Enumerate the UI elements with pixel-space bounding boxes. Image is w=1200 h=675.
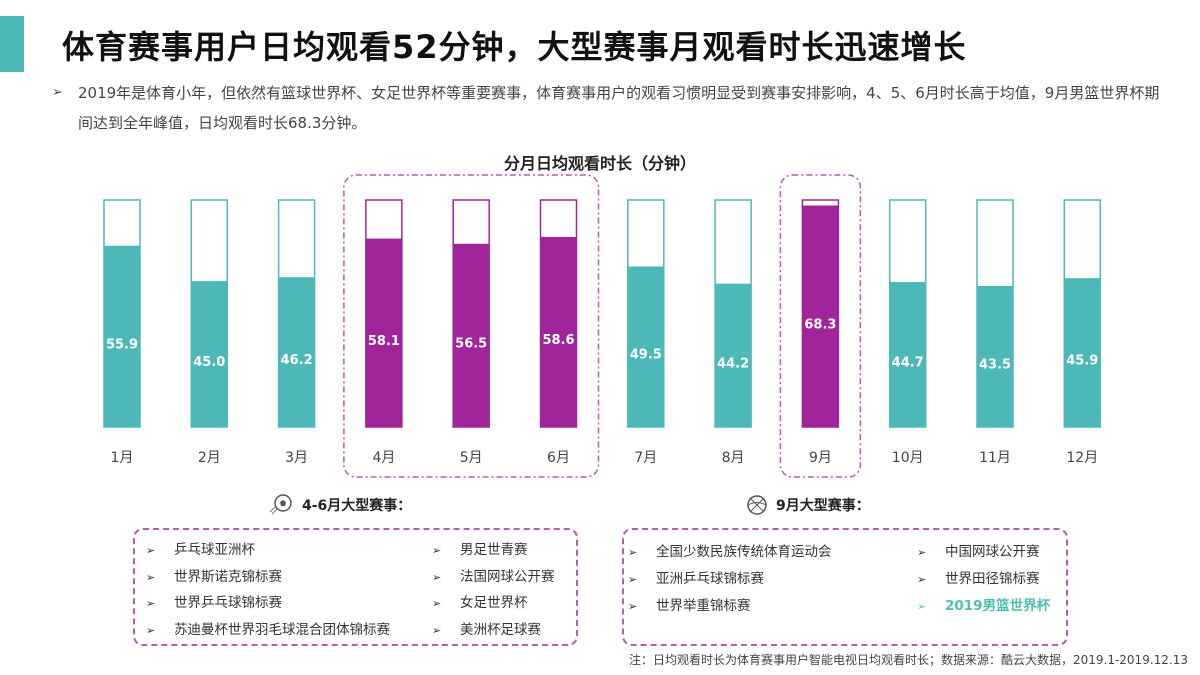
bar-value-label: 44.7 [892,356,924,371]
heading-text: 4-6月大型赛事： [302,498,412,514]
event-item: ➢ 世界举重锦标赛 [628,594,751,614]
event-item: ➢ 法国网球公开赛 [432,565,555,585]
bullet-arrow-icon: ➢ [432,544,442,557]
event-item: ➢ 乒乓球亚洲杯 [146,538,255,558]
events-apr-jun-heading: 4-6月大型赛事： [268,492,411,518]
bar [540,236,577,427]
bar [453,243,490,427]
event-item: ➢ 女足世界杯 [432,591,528,611]
bar [365,238,402,427]
event-name: 世界举重锦标赛 [656,598,751,614]
event-name: 世界斯诺克锦标赛 [174,568,282,585]
bar [802,205,839,427]
events-sep-heading: 9月大型赛事： [746,494,870,516]
bullet-arrow-icon: ➢ [146,570,156,584]
x-tick-label: 5月 [460,450,483,466]
bullet-arrow-icon: ➢ [146,597,156,610]
basketball-icon [747,495,767,515]
chart-title: 分月日均观看时长（分钟） [503,154,696,173]
bullet-arrow-icon: ➢ [432,570,442,584]
event-name: 男足世青赛 [460,542,528,558]
bar [977,285,1013,427]
bullet-arrow-icon: ➢ [917,573,927,586]
bullet-arrow-icon: ➢ [628,573,638,586]
event-item: ➢ 苏迪曼杯世界羽毛球混合团体锦标赛 [146,618,390,638]
page-title: 体育赛事用户日均观看52分钟，大型赛事月观看时长迅速增长 [62,28,967,66]
bullet-arrow-icon: ➢ [52,85,63,100]
event-name: 2019男篮世界杯 [945,598,1051,614]
description: ➢ 2019年是体育小年，但依然有篮球世界杯、女足世界杯等重要赛事，体育赛事用户的… [52,78,1162,138]
event-name: 美洲杯足球赛 [460,621,541,638]
title-accent-bar [0,16,24,72]
bullet-arrow-icon: ➢ [146,544,156,557]
event-name: 亚洲乒乓球锦标赛 [656,571,764,587]
bar [715,283,752,427]
x-tick-label: 10月 [892,450,924,466]
x-tick-label: 1月 [111,450,134,466]
bar [278,277,315,427]
description-text: 2019年是体育小年，但依然有篮球世界杯、女足世界杯等重要赛事，体育赛事用户的观… [78,84,1160,132]
bar-value-label: 49.5 [630,348,662,363]
x-tick-label: 3月 [285,450,308,466]
bar-value-label: 43.5 [979,357,1011,372]
bullet-arrow-icon: ➢ [146,623,156,637]
event-item: ➢ 全国少数民族传统体育运动会 [628,540,832,560]
bullet-arrow-icon: ➢ [628,546,638,559]
event-item: ➢ 亚洲乒乓球锦标赛 [628,567,764,587]
x-tick-label: 6月 [547,450,570,466]
event-name: 苏迪曼杯世界羽毛球混合团体锦标赛 [174,621,390,638]
bar-value-label: 46.2 [281,353,313,368]
bar-chart: 55.9 1月 45.0 2月 46.2 3月 58.1 4月 56.5 5月 58.6 6月 49.5… [103,174,1102,478]
bullet-arrow-icon: ➢ [432,623,442,637]
bar [1064,278,1101,427]
bar-value-label: 58.1 [368,334,400,349]
highlight-frame [779,174,862,478]
event-item: ➢ 男足世青赛 [432,538,528,558]
x-tick-label: 7月 [634,450,657,466]
x-tick-label: 12月 [1066,450,1098,466]
highlight-frame [343,174,600,478]
x-tick-label: 4月 [372,450,395,466]
event-name: 世界乒乓球锦标赛 [174,595,282,611]
bullet-arrow-icon: ➢ [432,597,442,610]
event-item: ➢ 世界田径锦标赛 [917,567,1040,587]
bullet-arrow-icon: ➢ [917,600,927,613]
bar-value-label: 56.5 [455,336,487,351]
bullet-arrow-icon: ➢ [628,600,638,613]
footnote: 注：日均观看时长为体育赛事用户智能电视日均观看时长；数据来源：酷云大数据，201… [628,653,1188,667]
bar [191,281,228,427]
event-item: ➢ 2019男篮世界杯 [917,594,1050,614]
event-name: 中国网球公开赛 [945,544,1040,560]
event-item: ➢ 世界斯诺克锦标赛 [146,565,282,585]
x-tick-label: 9月 [809,450,832,466]
bullet-arrow-icon: ➢ [917,546,927,559]
events-apr-jun-box [133,528,578,646]
heading-text: 9月大型赛事： [776,498,870,514]
event-item: ➢ 中国网球公开赛 [917,540,1040,560]
bar-value-label: 44.2 [717,356,749,371]
event-name: 女足世界杯 [460,595,528,611]
event-item: ➢ 美洲杯足球赛 [432,618,541,638]
bar-value-label: 58.6 [542,333,574,348]
x-tick-label: 2月 [198,450,221,466]
bar [104,245,140,427]
bar-value-label: 68.3 [804,317,836,332]
event-name: 世界田径锦标赛 [945,571,1040,587]
bar [627,266,664,427]
soccer-ball-icon [269,494,292,515]
bar [889,282,926,427]
bar-value-label: 45.0 [193,355,225,370]
event-item: ➢ 世界乒乓球锦标赛 [146,591,282,611]
events-sep-box [622,528,1068,646]
event-name: 乒乓球亚洲杯 [174,542,255,558]
event-name: 全国少数民族传统体育运动会 [656,544,832,560]
bar-value-label: 45.9 [1066,354,1098,369]
x-tick-label: 11月 [979,450,1011,466]
bar-value-label: 55.9 [106,337,138,352]
event-name: 法国网球公开赛 [460,568,555,585]
x-tick-label: 8月 [722,450,745,466]
